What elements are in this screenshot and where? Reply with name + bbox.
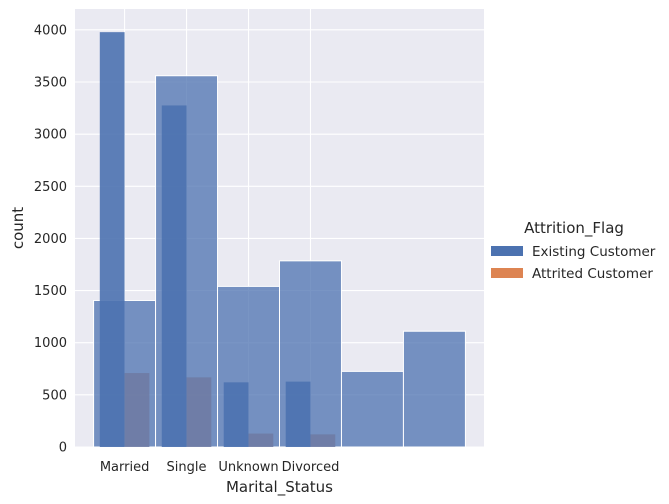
legend-swatch-existing — [491, 246, 523, 256]
bar-front-12 — [285, 381, 311, 447]
x-tick-labels: Married Single Unknown Divorced — [100, 460, 340, 475]
bar-back-4 — [340, 370, 404, 448]
bar-front-6 — [99, 32, 125, 447]
legend-label-attrited: Attrited Customer — [532, 266, 653, 282]
y-tick-label: 3500 — [34, 76, 67, 91]
x-axis-label: Marital_Status — [226, 478, 333, 497]
y-tick-label: 500 — [42, 388, 67, 403]
y-tick-label: 0 — [59, 441, 67, 456]
x-tick-label: Divorced — [282, 460, 340, 475]
legend-label-existing: Existing Customer — [532, 244, 656, 260]
x-tick-label: Unknown — [218, 460, 278, 475]
y-tick-label: 1500 — [34, 284, 67, 299]
legend-swatch-attrited — [491, 268, 523, 278]
y-tick-label: 3000 — [34, 128, 67, 143]
y-tick-label: 1000 — [34, 336, 67, 351]
y-tick-label: 2500 — [34, 180, 67, 195]
bar-front-13 — [310, 434, 336, 447]
bar-front-7 — [124, 373, 150, 447]
y-tick-labels: 0 500 1000 1500 2000 2500 3000 3500 4000 — [34, 23, 67, 455]
bar-front-8 — [161, 105, 187, 447]
y-tick-label: 2000 — [34, 232, 67, 247]
y-axis-label: count — [9, 207, 27, 249]
bar-back-5 — [402, 330, 466, 448]
y-tick-label: 4000 — [34, 23, 67, 38]
bar-front-10 — [223, 382, 249, 447]
legend: Attrition_Flag Existing Customer Attrite… — [491, 219, 656, 282]
x-tick-label: Single — [167, 460, 207, 475]
x-tick-label: Married — [100, 460, 150, 475]
legend-title: Attrition_Flag — [524, 219, 624, 238]
bars-front-layer — [99, 32, 336, 447]
bar-front-9 — [186, 377, 212, 447]
bar-front-11 — [248, 433, 274, 447]
